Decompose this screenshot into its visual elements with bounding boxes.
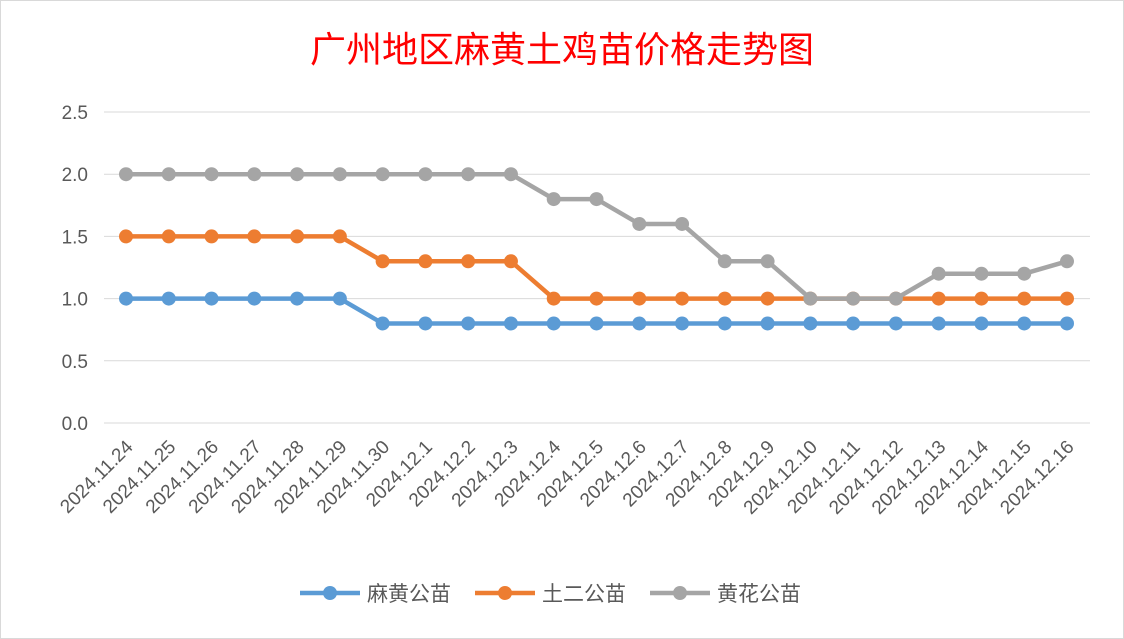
y-tick-label: 1.0 bbox=[62, 290, 88, 311]
series-2 bbox=[119, 229, 1074, 306]
series-3 bbox=[119, 167, 1074, 306]
legend-label: 黄花公苗 bbox=[717, 582, 801, 606]
y-tick-label: 2.5 bbox=[62, 103, 88, 124]
series-line bbox=[123, 234, 1070, 301]
data-point bbox=[760, 316, 775, 331]
data-point bbox=[290, 229, 305, 244]
data-point bbox=[931, 266, 946, 281]
chart-title: 广州地区麻黄土鸡苗价格走势图 bbox=[310, 30, 814, 71]
data-point bbox=[161, 229, 176, 244]
data-point bbox=[119, 167, 133, 182]
data-point bbox=[119, 291, 133, 306]
data-point bbox=[974, 316, 989, 331]
data-point bbox=[846, 316, 861, 331]
data-point bbox=[375, 167, 390, 182]
gridlines bbox=[104, 111, 1090, 424]
data-point bbox=[247, 229, 262, 244]
legend-swatch-marker bbox=[323, 586, 337, 600]
data-point bbox=[1017, 316, 1032, 331]
data-point bbox=[461, 254, 476, 269]
data-point bbox=[632, 216, 647, 231]
y-tick-label: 0.5 bbox=[62, 352, 88, 373]
series-1 bbox=[119, 291, 1074, 331]
data-point bbox=[1060, 316, 1074, 331]
data-point bbox=[1060, 254, 1074, 269]
data-point bbox=[803, 316, 818, 331]
data-point bbox=[247, 167, 262, 182]
data-point bbox=[846, 291, 861, 306]
data-point bbox=[675, 291, 690, 306]
data-point bbox=[632, 291, 647, 306]
data-point bbox=[888, 316, 903, 331]
data-point bbox=[247, 291, 262, 306]
data-point bbox=[161, 291, 176, 306]
data-point bbox=[589, 316, 604, 331]
legend: 麻黄公苗 土二公苗 黄花公苗 bbox=[300, 582, 801, 606]
y-axis-ticks: 0.0 0.5 1.0 1.5 2.0 2.5 bbox=[62, 103, 88, 435]
x-axis-ticks: 2024.11.242024.11.252024.11.262024.11.27… bbox=[56, 436, 1078, 518]
data-point bbox=[717, 291, 732, 306]
legend-label: 麻黄公苗 bbox=[367, 582, 451, 606]
data-point bbox=[589, 192, 604, 207]
data-point bbox=[418, 254, 433, 269]
data-point bbox=[290, 167, 305, 182]
data-point bbox=[546, 192, 561, 207]
data-point bbox=[332, 229, 347, 244]
data-point bbox=[332, 291, 347, 306]
data-point bbox=[375, 316, 390, 331]
series-group bbox=[119, 167, 1074, 331]
data-point bbox=[931, 316, 946, 331]
data-point bbox=[675, 216, 690, 231]
data-point bbox=[418, 167, 433, 182]
data-point bbox=[1017, 291, 1032, 306]
data-point bbox=[974, 291, 989, 306]
data-point bbox=[974, 266, 989, 281]
data-point bbox=[1060, 291, 1074, 306]
y-tick-label: 2.0 bbox=[62, 165, 88, 186]
legend-item: 土二公苗 bbox=[475, 582, 626, 606]
data-point bbox=[717, 254, 732, 269]
data-point bbox=[461, 316, 476, 331]
data-point bbox=[204, 229, 219, 244]
legend-item: 黄花公苗 bbox=[650, 582, 801, 606]
data-point bbox=[503, 167, 518, 182]
data-point bbox=[119, 229, 133, 244]
data-point bbox=[760, 291, 775, 306]
data-point bbox=[888, 291, 903, 306]
data-point bbox=[332, 167, 347, 182]
data-point bbox=[375, 254, 390, 269]
data-point bbox=[290, 291, 305, 306]
data-point bbox=[803, 291, 818, 306]
data-point bbox=[675, 316, 690, 331]
data-point bbox=[589, 291, 604, 306]
legend-swatch-marker bbox=[498, 586, 512, 600]
legend-label: 土二公苗 bbox=[542, 582, 626, 606]
y-tick-label: 1.5 bbox=[62, 227, 88, 248]
data-point bbox=[161, 167, 176, 182]
data-point bbox=[546, 291, 561, 306]
data-point bbox=[204, 167, 219, 182]
data-point bbox=[931, 291, 946, 306]
data-point bbox=[1017, 266, 1032, 281]
data-point bbox=[760, 254, 775, 269]
legend-item: 麻黄公苗 bbox=[300, 582, 451, 606]
data-point bbox=[546, 316, 561, 331]
data-point bbox=[632, 316, 647, 331]
legend-swatch-marker bbox=[673, 586, 687, 600]
y-tick-label: 0.0 bbox=[62, 414, 88, 435]
data-point bbox=[461, 167, 476, 182]
data-point bbox=[204, 291, 219, 306]
data-point bbox=[418, 316, 433, 331]
data-point bbox=[503, 316, 518, 331]
data-point bbox=[503, 254, 518, 269]
data-point bbox=[717, 316, 732, 331]
